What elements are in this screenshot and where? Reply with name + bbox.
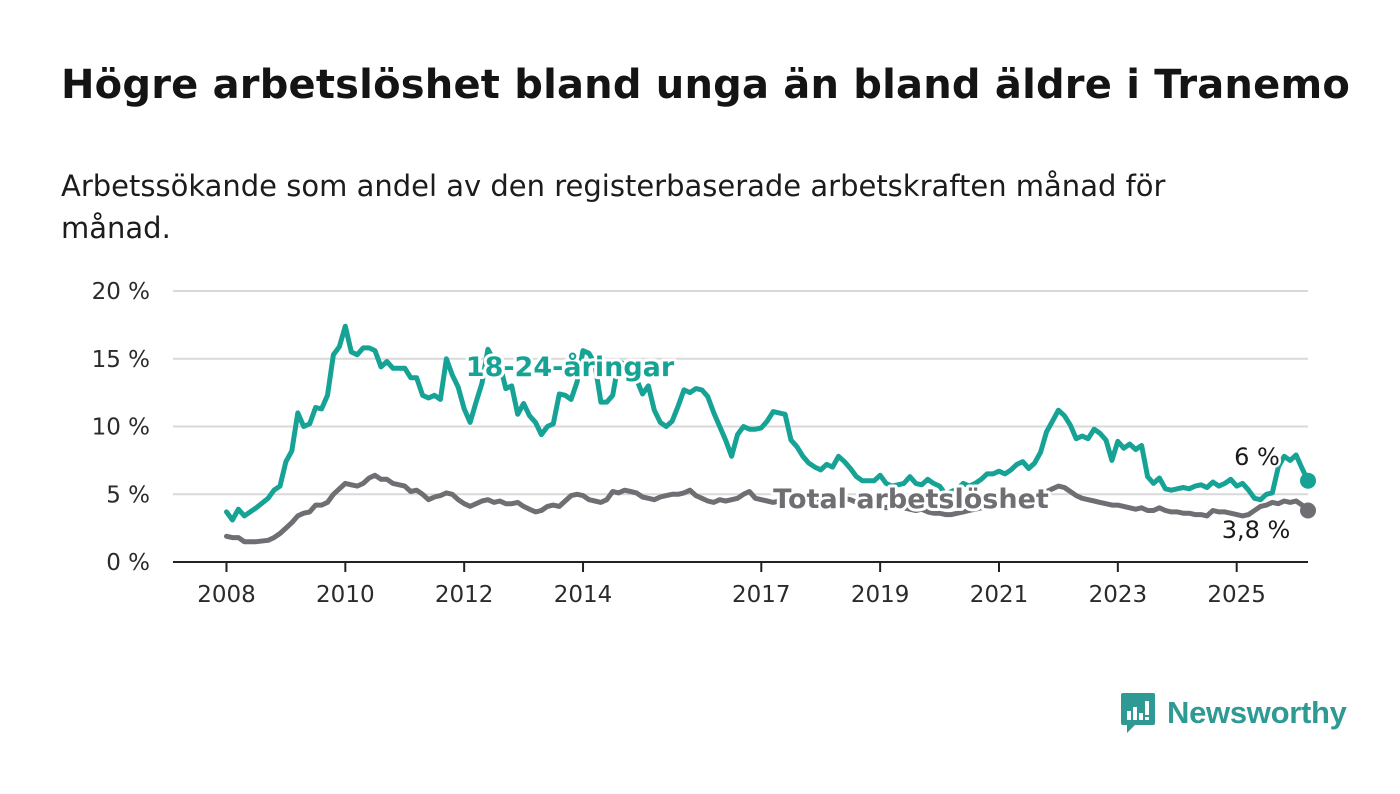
y-tick-label: 0 % (106, 550, 150, 576)
x-tick-label: 2025 (1207, 582, 1266, 608)
youth-end-value-label: 6 % (1234, 443, 1280, 471)
total-series-label: Total arbetslöshet (773, 484, 1049, 515)
x-tick-label: 2023 (1089, 582, 1148, 608)
series-labels: 18-24-åringar Total arbetslöshet 6 % 3,8 % (463, 348, 1293, 547)
x-tick-label: 2010 (316, 582, 375, 608)
y-tick-label: 10 % (92, 415, 150, 441)
y-tick-label: 15 % (92, 347, 150, 373)
x-axis: 2008 2010 2012 2014 2017 2019 2021 2023 2025 (173, 561, 1308, 608)
x-tick-label: 2017 (732, 582, 791, 608)
x-tick-label: 2019 (851, 582, 910, 608)
x-tick-label: 2012 (435, 582, 494, 608)
x-tick-label: 2014 (554, 582, 613, 608)
youth-series-line (224, 323, 1311, 523)
x-tick-label: 2008 (197, 582, 256, 608)
total-end-point (1300, 502, 1316, 519)
series-lines (224, 323, 1316, 545)
x-tick-label: 2021 (970, 582, 1029, 608)
y-axis-tick-labels: 0 % 5 % 10 % 15 % 20 % (92, 279, 150, 576)
youth-end-point (1300, 472, 1316, 489)
total-series-line (224, 472, 1311, 545)
youth-series-label: 18-24-åringar (466, 351, 675, 383)
y-tick-label: 20 % (92, 279, 150, 305)
chart-subtitle: Arbetssökande som andel av den registerb… (61, 169, 1166, 245)
total-end-value-label: 3,8 % (1222, 516, 1291, 544)
chart-title: Högre arbetslöshet bland unga än bland ä… (61, 62, 1351, 108)
bar-chart-logo-icon (1121, 693, 1155, 733)
brand-name: Newsworthy (1167, 695, 1347, 730)
y-tick-label: 5 % (106, 482, 150, 508)
gridlines (173, 290, 1308, 496)
newsworthy-logo: Newsworthy (1119, 691, 1347, 735)
